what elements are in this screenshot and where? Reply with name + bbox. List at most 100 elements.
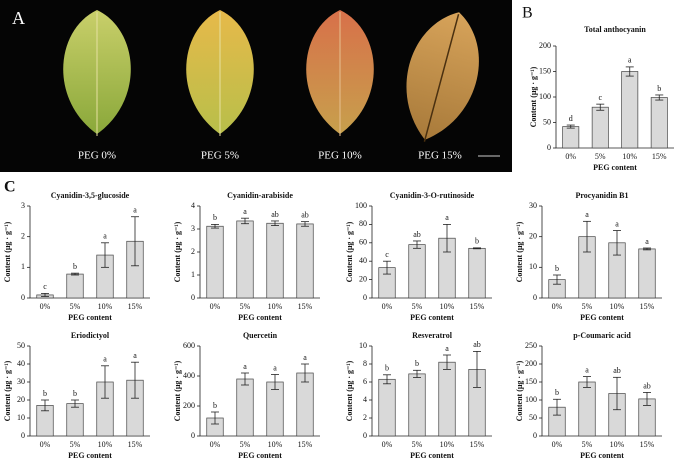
y-tick-label: 0 [191,431,195,440]
x-tick-label: 0% [552,440,563,449]
y-tick-label: 250 [525,341,537,350]
y-tick-label: 30 [17,377,25,386]
x-tick-label: 0% [552,302,563,311]
y-tick-label: 20 [529,231,537,240]
error-bar [613,230,621,256]
x-tick-label: 5% [582,440,593,449]
significance-letter: a [585,210,589,219]
bar [578,381,596,437]
x-tick-label: 10% [98,440,113,449]
x-tick-label: 5% [582,302,593,311]
y-tick-label: 200 [539,41,551,50]
significance-letter: ab [613,366,621,375]
x-tick-label: 0% [40,302,51,311]
error-bar [241,372,249,386]
chart-title: Resveratrol [412,331,453,340]
y-tick-label: 1 [21,262,25,271]
significance-letter: c [43,282,47,291]
error-bar [241,217,249,225]
x-axis-label: PEG content [68,451,112,460]
significance-letter: c [598,93,602,102]
y-tick-label: 10 [359,341,367,350]
significance-letter: a [103,232,107,241]
significance-letter: b [73,389,77,398]
significance-letter: b [657,84,661,93]
y-tick-label: 20 [359,274,367,283]
bar [650,97,668,149]
significance-letter: a [133,206,137,215]
error-bar [643,392,651,406]
y-tick-label: 0 [533,293,537,302]
error-bar [301,363,309,383]
error-bar [655,94,664,101]
x-tick-label: 10% [268,302,283,311]
y-tick-label: 2 [363,413,367,422]
significance-letter: b [555,264,559,273]
y-axis-label: Content (μg · g⁻¹) [515,221,524,282]
bar [562,126,580,149]
bar [206,225,224,299]
x-tick-label: 15% [640,440,655,449]
y-axis-label: Content (μg · g⁻¹) [3,360,12,421]
x-tick-label: 0% [210,440,221,449]
y-tick-label: 3 [191,224,195,233]
x-tick-label: 15% [128,440,143,449]
error-bar [443,223,451,253]
y-tick-label: 40 [359,256,367,265]
x-tick-label: 15% [298,302,313,311]
bar [296,223,314,299]
error-bar [131,361,139,399]
error-bar [566,124,575,129]
y-tick-label: 50 [17,341,25,350]
y-tick-label: 100 [539,92,551,101]
error-bar [643,247,651,251]
x-axis-label: PEG content [580,313,624,322]
chart-title: Procyanidin B1 [576,191,629,200]
x-tick-label: 0% [382,302,393,311]
bar [266,381,284,437]
significance-letter: ab [301,210,309,219]
chart-title: Eriodictyol [71,331,110,340]
x-axis-label: PEG content [238,313,282,322]
error-bar [583,220,591,253]
y-tick-label: 100 [525,395,537,404]
x-tick-label: 5% [412,440,423,449]
y-axis-label: Content (μg · g⁻¹) [515,360,524,421]
x-axis-label: PEG content [68,313,112,322]
error-bar [41,399,49,412]
error-bar [271,374,279,390]
panel-label: C [4,179,16,196]
y-tick-label: 400 [183,371,195,380]
error-bar [211,411,219,425]
y-tick-label: 0 [363,431,367,440]
error-bar [211,223,219,229]
leaf-caption: PEG 5% [201,150,239,162]
significance-letter: a [133,351,137,360]
x-tick-label: 0% [210,302,221,311]
x-tick-label: 5% [70,440,81,449]
y-axis-label: Content (μg · g⁻¹) [173,360,182,421]
bar [438,361,456,437]
significance-letter: a [645,237,649,246]
x-tick-label: 15% [298,440,313,449]
y-tick-label: 600 [183,341,195,350]
y-tick-label: 150 [539,66,551,75]
bar [236,378,254,437]
error-bar [553,398,561,416]
significance-letter: ab [643,381,651,390]
significance-letter: b [213,213,217,222]
y-tick-label: 200 [183,401,195,410]
leaf-caption: PEG 0% [78,150,116,162]
bar [408,244,426,299]
y-tick-label: 4 [191,201,195,210]
chart-title: Quercetin [243,331,278,340]
significance-letter: a [103,355,107,364]
leaf-caption: PEG 15% [418,150,462,162]
significance-letter: a [585,365,589,374]
chart-title: Cyanidin-3,5-glucoside [51,191,130,200]
leaf-caption: PEG 10% [318,150,362,162]
panel-label: A [12,8,25,28]
error-bar [71,399,79,408]
significance-letter: ab [473,340,481,349]
error-bar [41,292,49,297]
